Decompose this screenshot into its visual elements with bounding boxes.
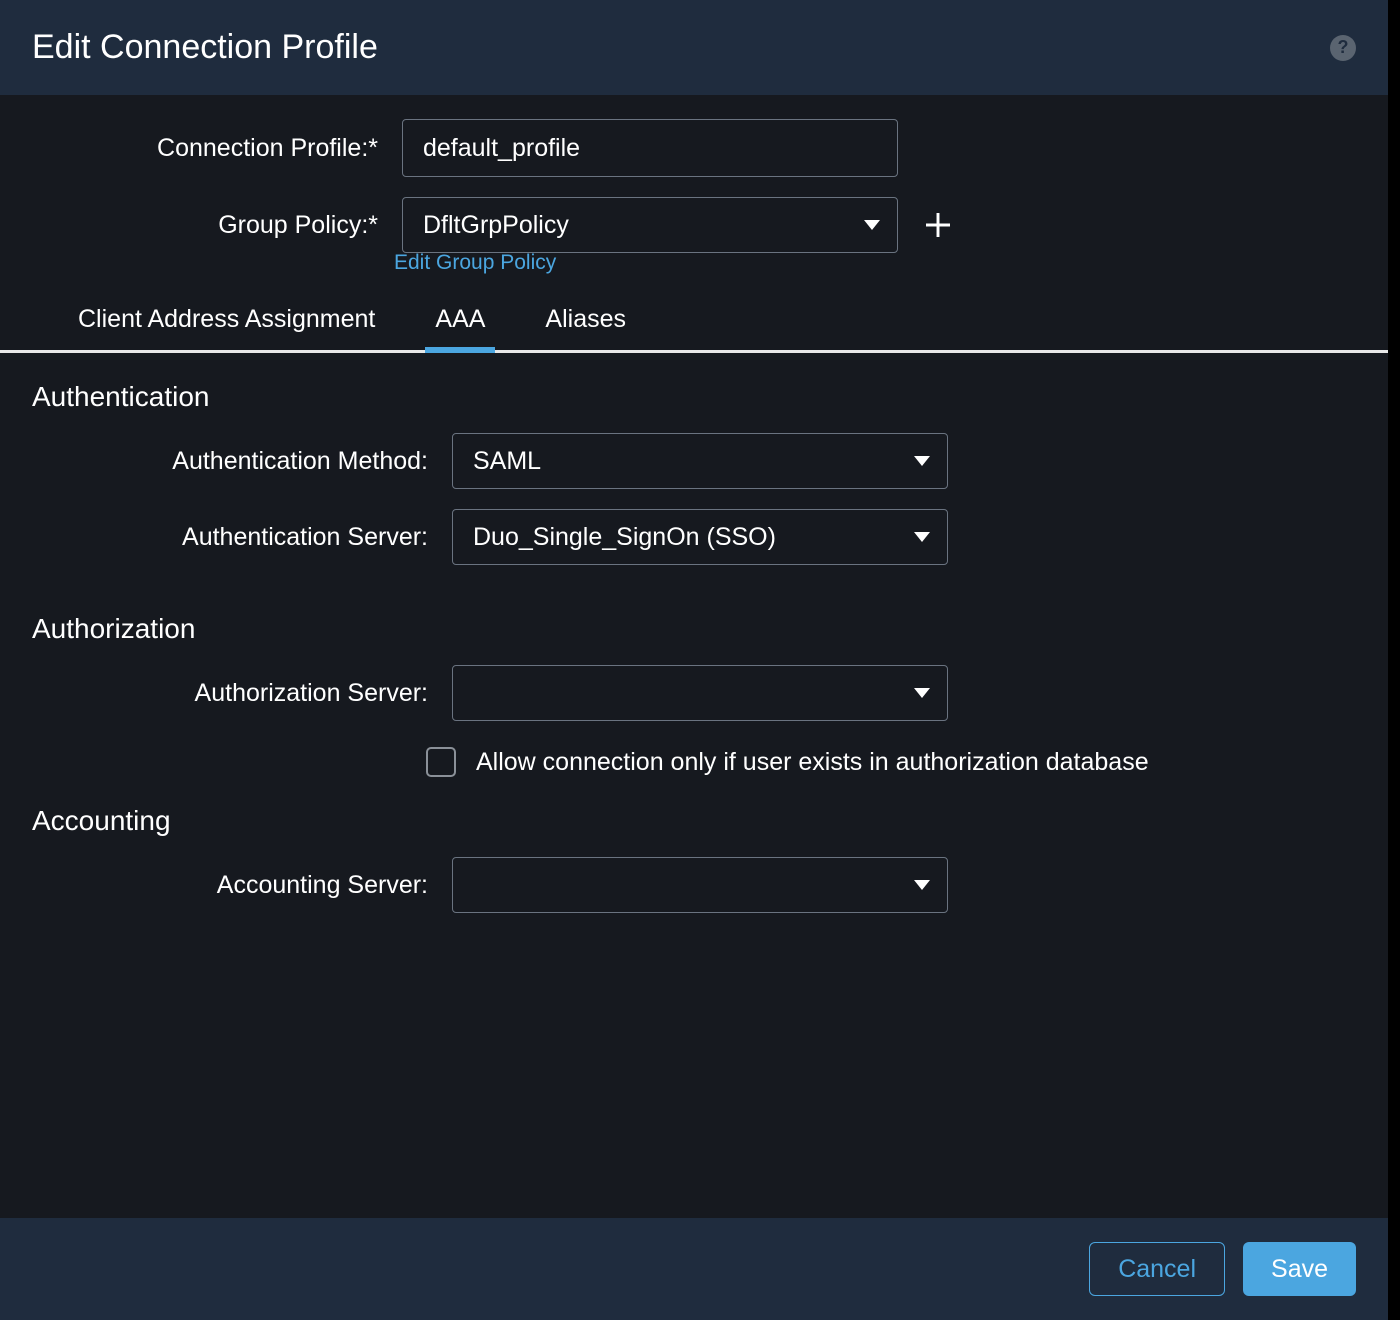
authorization-server-row: Authorization Server: bbox=[0, 665, 1388, 721]
authorization-server-select-wrapper bbox=[452, 665, 948, 721]
save-button[interactable]: Save bbox=[1243, 1242, 1356, 1296]
authentication-server-select[interactable] bbox=[452, 509, 948, 565]
dialog-footer: Cancel Save bbox=[0, 1218, 1388, 1320]
connection-profile-input[interactable] bbox=[402, 119, 898, 177]
authentication-method-row: Authentication Method: bbox=[0, 433, 1388, 489]
authorization-server-select[interactable] bbox=[452, 665, 948, 721]
authorization-section-title: Authorization bbox=[0, 585, 1388, 665]
allow-connection-checkbox[interactable] bbox=[426, 747, 456, 777]
group-policy-select-wrapper bbox=[402, 197, 898, 253]
allow-connection-label: Allow connection only if user exists in … bbox=[476, 748, 1149, 777]
dialog-title: Edit Connection Profile bbox=[32, 28, 378, 67]
dialog-body: Connection Profile:* Group Policy:* Edit… bbox=[0, 95, 1388, 1218]
tab-aliases[interactable]: Aliases bbox=[515, 291, 656, 350]
authentication-server-row: Authentication Server: bbox=[0, 509, 1388, 565]
cancel-button[interactable]: Cancel bbox=[1089, 1242, 1225, 1296]
authorization-server-label: Authorization Server: bbox=[32, 679, 452, 708]
authentication-method-label: Authentication Method: bbox=[32, 447, 452, 476]
edit-connection-profile-dialog: Edit Connection Profile ? Connection Pro… bbox=[0, 0, 1388, 1320]
tab-client-address-assignment[interactable]: Client Address Assignment bbox=[48, 291, 405, 350]
authentication-method-select[interactable] bbox=[452, 433, 948, 489]
group-policy-label: Group Policy:* bbox=[32, 211, 402, 240]
authentication-server-label: Authentication Server: bbox=[32, 523, 452, 552]
accounting-server-select[interactable] bbox=[452, 857, 948, 913]
scrollbar[interactable] bbox=[1388, 0, 1400, 1320]
add-group-policy-button[interactable] bbox=[918, 205, 958, 245]
authentication-method-select-wrapper bbox=[452, 433, 948, 489]
connection-profile-row: Connection Profile:* bbox=[0, 119, 1388, 177]
dialog-header: Edit Connection Profile ? bbox=[0, 0, 1388, 95]
group-policy-select[interactable] bbox=[402, 197, 898, 253]
tab-aaa[interactable]: AAA bbox=[405, 291, 515, 350]
accounting-server-select-wrapper bbox=[452, 857, 948, 913]
connection-profile-label: Connection Profile:* bbox=[32, 134, 402, 163]
accounting-server-row: Accounting Server: bbox=[0, 857, 1388, 913]
group-policy-row: Group Policy:* bbox=[0, 197, 1388, 253]
edit-group-policy-link[interactable]: Edit Group Policy bbox=[394, 251, 1388, 275]
help-icon[interactable]: ? bbox=[1330, 35, 1356, 61]
authentication-section-title: Authentication bbox=[0, 353, 1388, 433]
tabs: Client Address Assignment AAA Aliases bbox=[0, 291, 1388, 353]
authentication-server-select-wrapper bbox=[452, 509, 948, 565]
authorization-checkbox-row: Allow connection only if user exists in … bbox=[0, 729, 1388, 795]
accounting-section-title: Accounting bbox=[0, 795, 1388, 857]
accounting-server-label: Accounting Server: bbox=[32, 871, 452, 900]
